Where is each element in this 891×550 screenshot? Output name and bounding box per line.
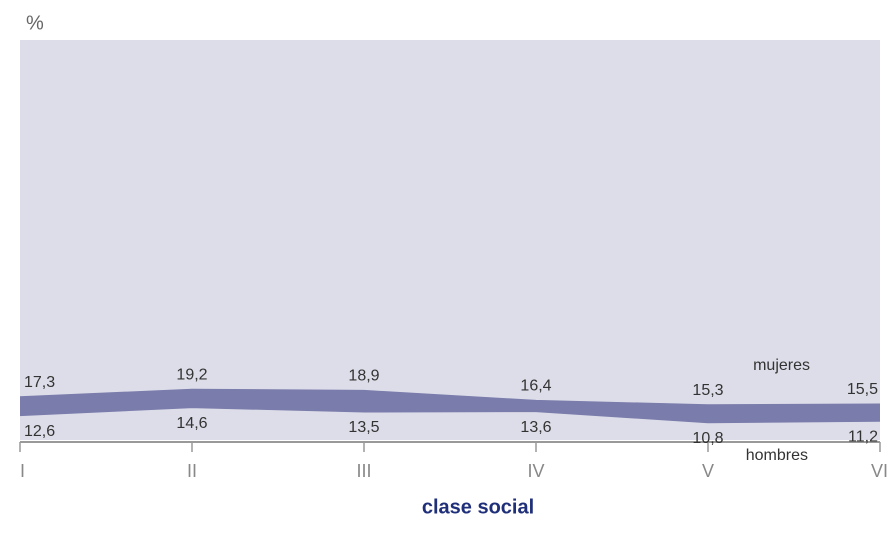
x-tick-label: II bbox=[187, 461, 197, 481]
x-axis-label: clase social bbox=[422, 496, 534, 518]
data-label: 13,6 bbox=[520, 419, 551, 436]
data-label: 14,6 bbox=[176, 415, 207, 432]
plot-background bbox=[20, 40, 880, 440]
data-label: 12,6 bbox=[24, 423, 55, 440]
data-label: 16,4 bbox=[520, 378, 551, 395]
data-label: 13,5 bbox=[348, 419, 379, 436]
band-area bbox=[20, 389, 880, 423]
data-label: 11,2 bbox=[848, 428, 878, 445]
data-label: 17,3 bbox=[24, 374, 55, 391]
data-label: 15,5 bbox=[847, 381, 878, 398]
series-line bbox=[19, 388, 881, 406]
legend-label: mujeres bbox=[753, 357, 810, 374]
y-axis-label: % bbox=[26, 12, 44, 34]
x-tick-label: V bbox=[702, 461, 714, 481]
x-tick-label: III bbox=[356, 461, 371, 481]
data-label: 10,8 bbox=[692, 430, 723, 447]
data-label: 15,3 bbox=[692, 382, 723, 399]
x-tick-label: IV bbox=[527, 461, 544, 481]
legend-label: hombres bbox=[746, 447, 808, 464]
x-tick-label: I bbox=[20, 461, 25, 481]
data-label: 18,9 bbox=[348, 368, 379, 385]
data-label: 19,2 bbox=[176, 366, 207, 383]
series-line bbox=[19, 407, 881, 424]
x-tick-label: VI bbox=[871, 461, 888, 481]
